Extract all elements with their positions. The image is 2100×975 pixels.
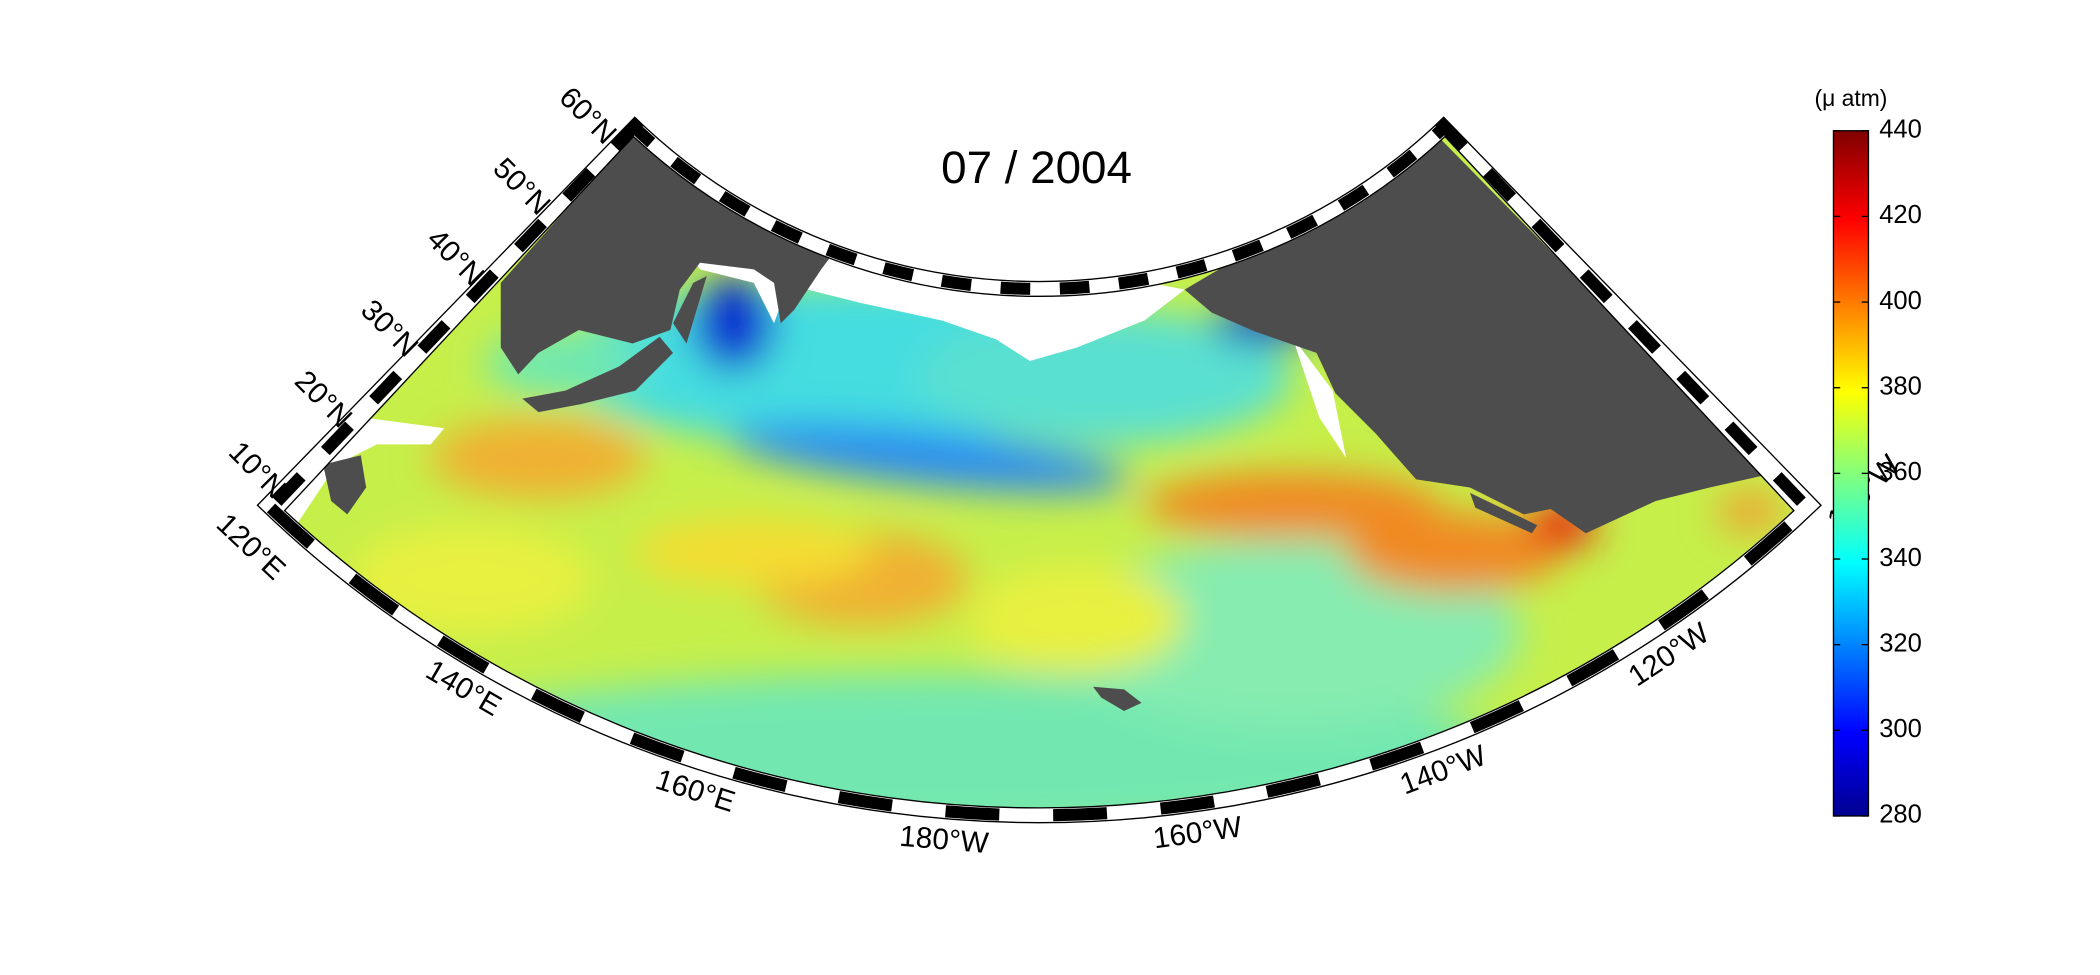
colorbar-tick-label: 340	[1879, 544, 1922, 572]
no-data-area	[1292, 336, 1347, 458]
colorbar-tick-label: 420	[1879, 201, 1922, 229]
frame-dash	[261, 117, 644, 518]
land-baja	[1470, 492, 1538, 534]
colorbar-ticks: 280 300 320 340 360 380 400 420 440	[1833, 116, 1922, 829]
ocean-field	[284, 136, 1794, 808]
field-blob	[430, 417, 647, 499]
colorbar-tick-label: 440	[1879, 116, 1922, 144]
field-blob	[728, 423, 1130, 492]
colorbar-label: (μ atm)	[1815, 85, 1888, 111]
land-philippines	[323, 455, 367, 515]
ocean-outline	[283, 135, 1795, 809]
land-japan	[522, 336, 674, 413]
frame-dashes	[261, 117, 1817, 822]
colorbar-tick-label: 300	[1879, 715, 1922, 743]
frame-dash	[1434, 117, 1817, 518]
frame-dash	[266, 503, 1812, 822]
colorbar-tick-label: 400	[1879, 287, 1922, 315]
field-blob	[350, 525, 593, 633]
field-blob	[1144, 471, 1441, 539]
longitude-label: 180°W	[898, 820, 990, 860]
field-blob	[693, 276, 775, 371]
field-blob	[632, 518, 875, 586]
land-hawaii	[1093, 686, 1142, 711]
colorbar-tick-label: 360	[1879, 458, 1922, 486]
field-blob	[969, 565, 1185, 674]
land-north-america	[1184, 138, 1771, 534]
colorbar-tick-label: 320	[1879, 629, 1922, 657]
map-title: 07 / 2004	[941, 142, 1132, 193]
field-blob	[1716, 491, 1784, 532]
frame-dash	[625, 118, 1454, 295]
land-sakhalin	[673, 276, 707, 344]
colorbar-tick-label: 280	[1879, 801, 1922, 829]
colorbar-tick-label: 380	[1879, 372, 1922, 400]
longitude-label: 160°W	[1151, 810, 1244, 855]
field-blob	[1346, 511, 1562, 593]
